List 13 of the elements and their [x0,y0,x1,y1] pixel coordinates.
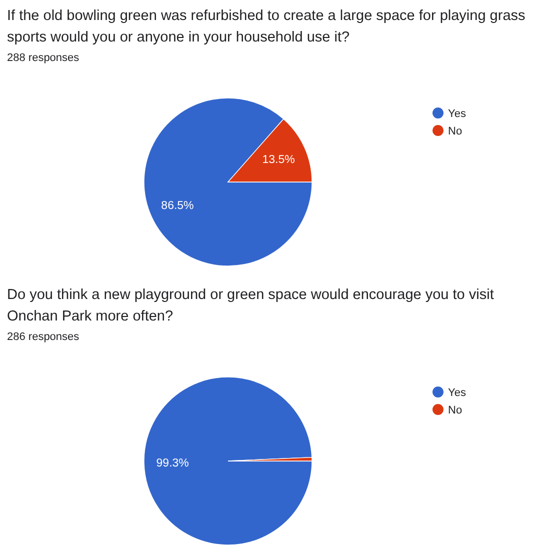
data-label: 86.5% [161,200,194,212]
text: 288 responses [7,52,80,64]
data-label: 99.3% [156,457,189,470]
pie-slice [144,376,312,546]
chart-title: If the old bowling green was refurbished to create a large space for playing grass sports would you or anyone in your household use it? [7,8,526,46]
legend-label: Yes [448,108,466,120]
text: 286 responses [7,331,80,343]
legend-label: No [448,404,462,416]
chart-title: Do you think a new playground or green space would encourage you to visit Onchan Park more often? [7,287,494,324]
data-label: 13.5% [262,154,295,166]
legend-label: Yes [448,386,466,399]
pie-slice [144,98,312,266]
legend-label: No [448,125,462,138]
